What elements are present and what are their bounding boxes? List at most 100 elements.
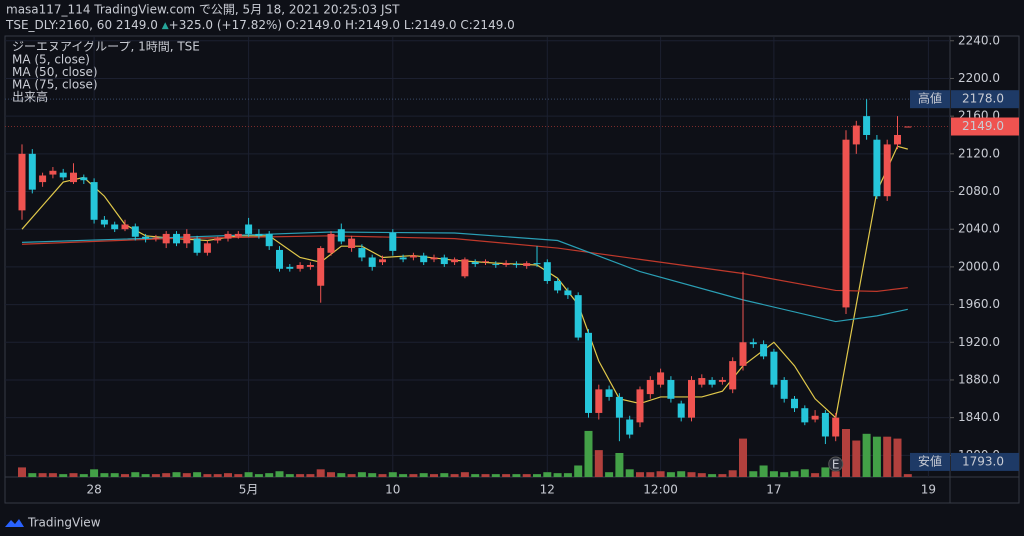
volume-bar: [780, 472, 789, 477]
candle-body: [595, 389, 603, 413]
candle-body: [523, 263, 531, 266]
volume-bar: [265, 473, 274, 477]
candle-body: [626, 419, 634, 435]
candle-body: [842, 139, 850, 308]
volume-bar: [883, 436, 892, 477]
y-tick-label: 2120.0: [958, 146, 1000, 160]
candle-body: [389, 232, 397, 251]
volume-bar: [708, 474, 717, 477]
volume-bar: [337, 473, 346, 477]
candle-body: [265, 233, 273, 247]
volume-bar: [512, 474, 521, 477]
x-tick-label: 28: [86, 483, 101, 497]
candle-body: [430, 257, 438, 260]
x-tick-label: 12: [540, 483, 555, 497]
price-label-name: 安値: [918, 453, 942, 468]
candle-body: [770, 351, 778, 385]
volume-bar: [697, 473, 706, 477]
y-tick-label: 1960.0: [958, 297, 1000, 311]
footer: TradingView: [27, 516, 101, 530]
candle-body: [688, 379, 695, 418]
x-tick-label: 17: [766, 483, 781, 497]
candle-body: [791, 398, 798, 409]
candle-body: [615, 396, 623, 418]
volume-bar: [491, 474, 500, 477]
volume-bar: [656, 471, 665, 477]
candle-body: [18, 153, 26, 211]
volume-bar: [244, 472, 253, 477]
volume-bar: [811, 473, 820, 477]
ohlc: O:2149.0 H:2149.0 L:2149.0 C:2149.0: [286, 18, 515, 32]
volume-bar: [172, 472, 181, 477]
candle-body: [708, 379, 716, 385]
symbol: TSE_DLY:2160, 60: [5, 18, 112, 32]
candle-body: [49, 170, 57, 175]
volume-bar: [460, 472, 469, 477]
volume-bar: [162, 473, 171, 477]
volume-bar: [759, 465, 768, 477]
y-tick-label: 2200.0: [958, 71, 1000, 85]
legend-entry: MA (50, close): [12, 65, 98, 79]
volume-bar: [553, 473, 562, 477]
candle-body: [873, 139, 881, 197]
volume-bar: [739, 438, 747, 477]
candle-body: [543, 262, 551, 282]
volume-bar: [316, 469, 325, 477]
volume-bar: [615, 453, 624, 477]
legend-entry: 出来高: [12, 89, 48, 104]
y-tick-label: 2000.0: [958, 259, 1000, 273]
candle-body: [100, 219, 108, 225]
volume-bar: [110, 473, 119, 477]
candle-body: [28, 153, 36, 190]
x-tick-label: 10: [385, 483, 400, 497]
volume-bar: [399, 474, 408, 477]
x-tick-label: 12:00: [643, 483, 678, 497]
y-tick-label: 2080.0: [958, 184, 1000, 198]
volume-bar: [450, 474, 459, 477]
candle-body: [657, 372, 665, 385]
candle-body: [379, 259, 386, 263]
candle-body: [121, 224, 129, 230]
volume-bar: [388, 472, 397, 477]
price-label-box: [951, 117, 1019, 136]
candle-body: [224, 233, 232, 239]
candle-body: [59, 172, 67, 178]
volume-bar: [636, 472, 644, 477]
candle-body: [729, 361, 737, 390]
volume-bar: [666, 472, 675, 477]
change: +325.0 (+17.82%): [169, 18, 282, 32]
volume-bar: [131, 472, 140, 477]
candle-body: [327, 233, 335, 253]
volume-bar: [38, 473, 47, 477]
legend-entry: MA (75, close): [12, 78, 98, 92]
volume-bar: [440, 473, 449, 477]
volume-bar: [481, 474, 490, 477]
candle-body: [39, 175, 47, 183]
volume-bar: [862, 433, 871, 477]
volume-bar: [646, 472, 655, 477]
candle-body: [904, 126, 912, 128]
volume-bar: [728, 470, 737, 477]
candle-body: [152, 237, 160, 239]
candle-body: [502, 263, 510, 266]
volume-bar: [563, 473, 572, 477]
volume-bar: [842, 429, 850, 477]
y-tick-label: 2040.0: [958, 222, 1000, 236]
volume-bar: [90, 469, 99, 477]
header-line2: TSE_DLY:2160, 60 2149.0 ▲+325.0 (+17.82%…: [5, 18, 515, 32]
candle-body: [317, 248, 325, 286]
candle-body: [90, 182, 98, 220]
legend-entry: MA (5, close): [12, 53, 90, 67]
candle-body: [70, 172, 77, 183]
volume-bar: [800, 469, 809, 477]
arrow: ▲: [162, 21, 169, 31]
volume-bar: [821, 467, 830, 477]
volume-bar: [419, 473, 428, 477]
volume-bar: [203, 474, 212, 477]
volume-bar: [409, 474, 418, 477]
candle-body: [245, 224, 253, 234]
volume-bar: [378, 474, 387, 477]
